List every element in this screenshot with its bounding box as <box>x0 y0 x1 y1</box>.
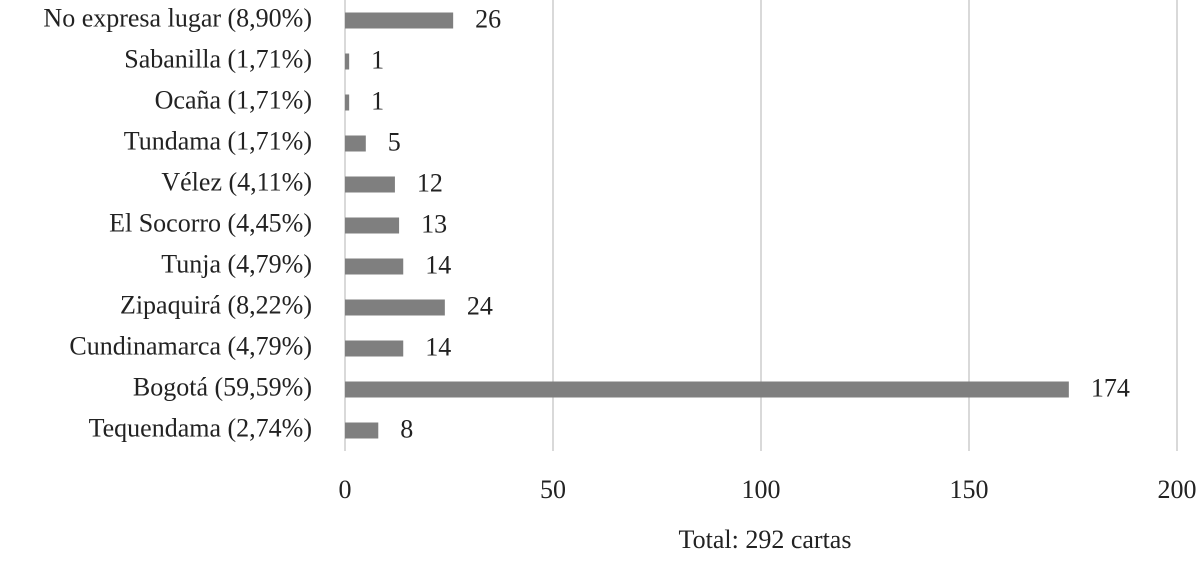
value-label: 8 <box>400 414 413 443</box>
value-label: 1 <box>371 86 384 115</box>
y-tick-label: Zipaquirá (8,22%) <box>120 290 312 319</box>
y-tick-label: Bogotá (59,59%) <box>133 372 312 401</box>
y-tick-label: Vélez (4,11%) <box>161 167 312 196</box>
value-label: 14 <box>425 332 451 361</box>
x-axis-label: Total: 292 cartas <box>679 525 852 554</box>
x-tick-label: 150 <box>950 475 989 504</box>
y-tick-label: Tunja (4,79%) <box>161 249 312 278</box>
value-label: 5 <box>388 127 401 156</box>
bar <box>345 12 454 29</box>
bar <box>345 135 366 152</box>
bar <box>345 176 395 193</box>
y-tick-label: Tequendama (2,74%) <box>89 413 312 442</box>
y-tick-label: Ocaña (1,71%) <box>155 85 312 114</box>
y-tick-label: Tundama (1,71%) <box>124 126 312 155</box>
y-tick-label: El Socorro (4,45%) <box>109 208 312 237</box>
x-tick-label: 50 <box>540 475 566 504</box>
value-label: 13 <box>421 209 447 238</box>
bar <box>345 217 400 234</box>
bar <box>345 258 404 275</box>
x-tick-label: 100 <box>742 475 781 504</box>
bar <box>345 422 379 439</box>
y-tick-label: Sabanilla (1,71%) <box>124 44 312 73</box>
value-label: 12 <box>417 168 443 197</box>
y-tick-label: No expresa lugar (8,90%) <box>43 3 312 32</box>
bar <box>345 299 445 316</box>
value-label: 174 <box>1091 373 1130 402</box>
value-label: 24 <box>467 291 493 320</box>
x-tick-label: 200 <box>1158 475 1197 504</box>
value-label: 14 <box>425 250 451 279</box>
bar <box>345 340 404 357</box>
value-label: 1 <box>371 45 384 74</box>
bar <box>345 53 350 70</box>
bar <box>345 94 350 111</box>
x-tick-label: 0 <box>339 475 352 504</box>
y-tick-label: Cundinamarca (4,79%) <box>69 331 312 360</box>
value-label: 26 <box>475 4 501 33</box>
bar <box>345 381 1069 398</box>
